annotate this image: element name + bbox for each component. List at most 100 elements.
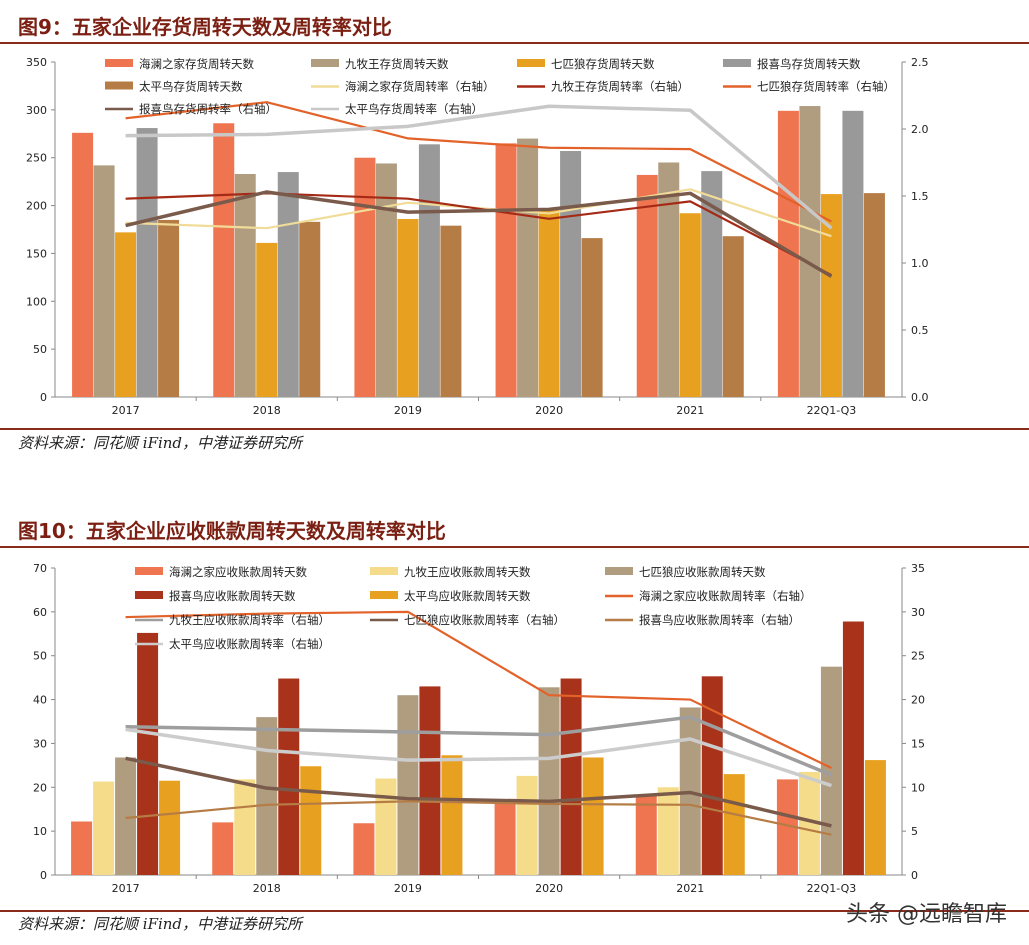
legend-swatch [370, 591, 398, 599]
series-line [125, 104, 833, 230]
y2-tick-label: 30 [911, 606, 925, 619]
bar [93, 781, 115, 875]
bar [582, 757, 604, 875]
figure-9-chart: 0 50 100 150 200 250 300 350 0.0 0.5 1.0 1.5 2.0 2.5 2… [26, 56, 929, 417]
bar [635, 796, 657, 875]
bar [636, 174, 658, 397]
y-tick-label: 10 [33, 825, 47, 838]
figure-10-title-rule [0, 546, 1029, 548]
x-tick-label: 2021 [676, 404, 704, 417]
bar [71, 821, 93, 875]
bar [354, 157, 376, 397]
y2-tick-label: 2.0 [911, 123, 929, 136]
bar [277, 172, 299, 397]
x-tick-label: 2017 [112, 882, 140, 895]
legend-swatch [517, 59, 545, 67]
y-tick-label: 70 [33, 562, 47, 575]
bar [72, 132, 94, 397]
bar [799, 106, 821, 398]
bar [560, 678, 582, 875]
bar [798, 771, 820, 875]
legend-label: 海澜之家存货周转天数 [139, 57, 254, 71]
legend-label: 九牧王应收账款周转天数 [404, 565, 531, 579]
series-line [125, 192, 832, 277]
x-tick-label: 2019 [394, 404, 422, 417]
y2-tick-label: 35 [911, 562, 925, 575]
bar [418, 144, 440, 397]
bar [441, 755, 463, 875]
bar [538, 209, 560, 397]
legend-label: 报喜鸟存货周转天数 [757, 57, 861, 71]
x-tick-label: 2021 [676, 882, 704, 895]
y2-tick-label: 2.5 [911, 56, 929, 69]
y-tick-label: 50 [33, 343, 47, 356]
y2-tick-label: 1.0 [911, 257, 929, 270]
figure-9: 图9：五家企业存货周转天数及周转率对比 0 50 100 150 200 250 300 35… [0, 0, 1029, 460]
x-tick-label: 2018 [253, 882, 281, 895]
bar [864, 760, 886, 875]
legend-swatch [105, 81, 133, 90]
legend-swatch [370, 567, 398, 575]
x-tick-label: 22Q1-Q3 [807, 404, 857, 417]
series-line [125, 610, 832, 769]
bar [658, 162, 680, 397]
legend-label: 九牧王存货周转天数 [345, 57, 449, 71]
legend-label: 海澜之家应收账款周转率（右轴） [639, 589, 812, 603]
y2-tick-label: 5 [911, 825, 918, 838]
bar [93, 165, 115, 397]
bar [115, 232, 137, 397]
y2-tick-label: 25 [911, 650, 925, 663]
bar [679, 213, 701, 397]
series-line [125, 756, 832, 828]
bar [723, 774, 745, 875]
y-tick-label: 250 [26, 152, 47, 165]
y-tick-label: 30 [33, 737, 47, 750]
legend-swatch [311, 59, 339, 67]
y2-tick-label: 15 [911, 737, 925, 750]
y-tick-label: 200 [26, 200, 47, 213]
figure-10-chart: 0 10 20 30 40 50 60 70 0 5 10 15 20 25 30 35 2017 2018 201… [33, 562, 925, 895]
legend-label: 太平鸟应收账款周转天数 [404, 589, 531, 603]
bar [375, 778, 397, 875]
bar [353, 823, 375, 875]
figure-10-title: 图10：五家企业应收账款周转天数及周转率对比 [18, 519, 446, 543]
bar [159, 780, 181, 875]
bar [560, 151, 582, 397]
bar [777, 110, 799, 398]
y2-tick-label: 0.5 [911, 324, 929, 337]
legend-swatch [605, 567, 633, 575]
x-tick-label: 2020 [535, 404, 563, 417]
series-line [125, 190, 833, 278]
figure-10-source: 资料来源：同花顺 iFind，中港证券研究所 [18, 915, 303, 933]
figure-9-source-rule [0, 428, 1029, 430]
legend-label: 太平鸟存货周转率（右轴） [345, 102, 483, 116]
figure-9-source: 资料来源：同花顺 iFind，中港证券研究所 [18, 434, 303, 452]
legend-label: 太平鸟存货周转天数 [139, 80, 243, 94]
bar [115, 757, 137, 875]
bar [212, 822, 234, 875]
legend-label: 九牧王存货周转率（右轴） [551, 80, 689, 94]
legend-label: 太平鸟应收账款周转率（右轴） [169, 637, 330, 651]
series-line [125, 800, 832, 836]
y-tick-label: 350 [26, 56, 47, 69]
bar [278, 678, 300, 875]
x-tick-label: 2019 [394, 882, 422, 895]
legend-swatch [105, 59, 133, 67]
y-tick-label: 150 [26, 247, 47, 260]
bar [300, 766, 322, 875]
y-tick-label: 60 [33, 606, 47, 619]
legend-label: 七匹狼应收账款周转天数 [639, 565, 766, 579]
x-tick-label: 2020 [535, 882, 563, 895]
y-tick-label: 50 [33, 650, 47, 663]
bar [137, 632, 159, 875]
series-line [125, 715, 833, 777]
x-tick-label: 22Q1-Q3 [807, 882, 857, 895]
legend-swatch [723, 59, 751, 67]
legend-label: 报喜鸟存货周转率（右轴） [139, 102, 277, 116]
legend-label: 七匹狼应收账款周转率（右轴） [404, 613, 565, 627]
bar [375, 163, 397, 397]
y2-tick-label: 0.0 [911, 391, 929, 404]
y2-tick-label: 1.5 [911, 190, 929, 203]
figure-9-title: 图9：五家企业存货周转天数及周转率对比 [18, 15, 392, 39]
bar [397, 218, 419, 397]
